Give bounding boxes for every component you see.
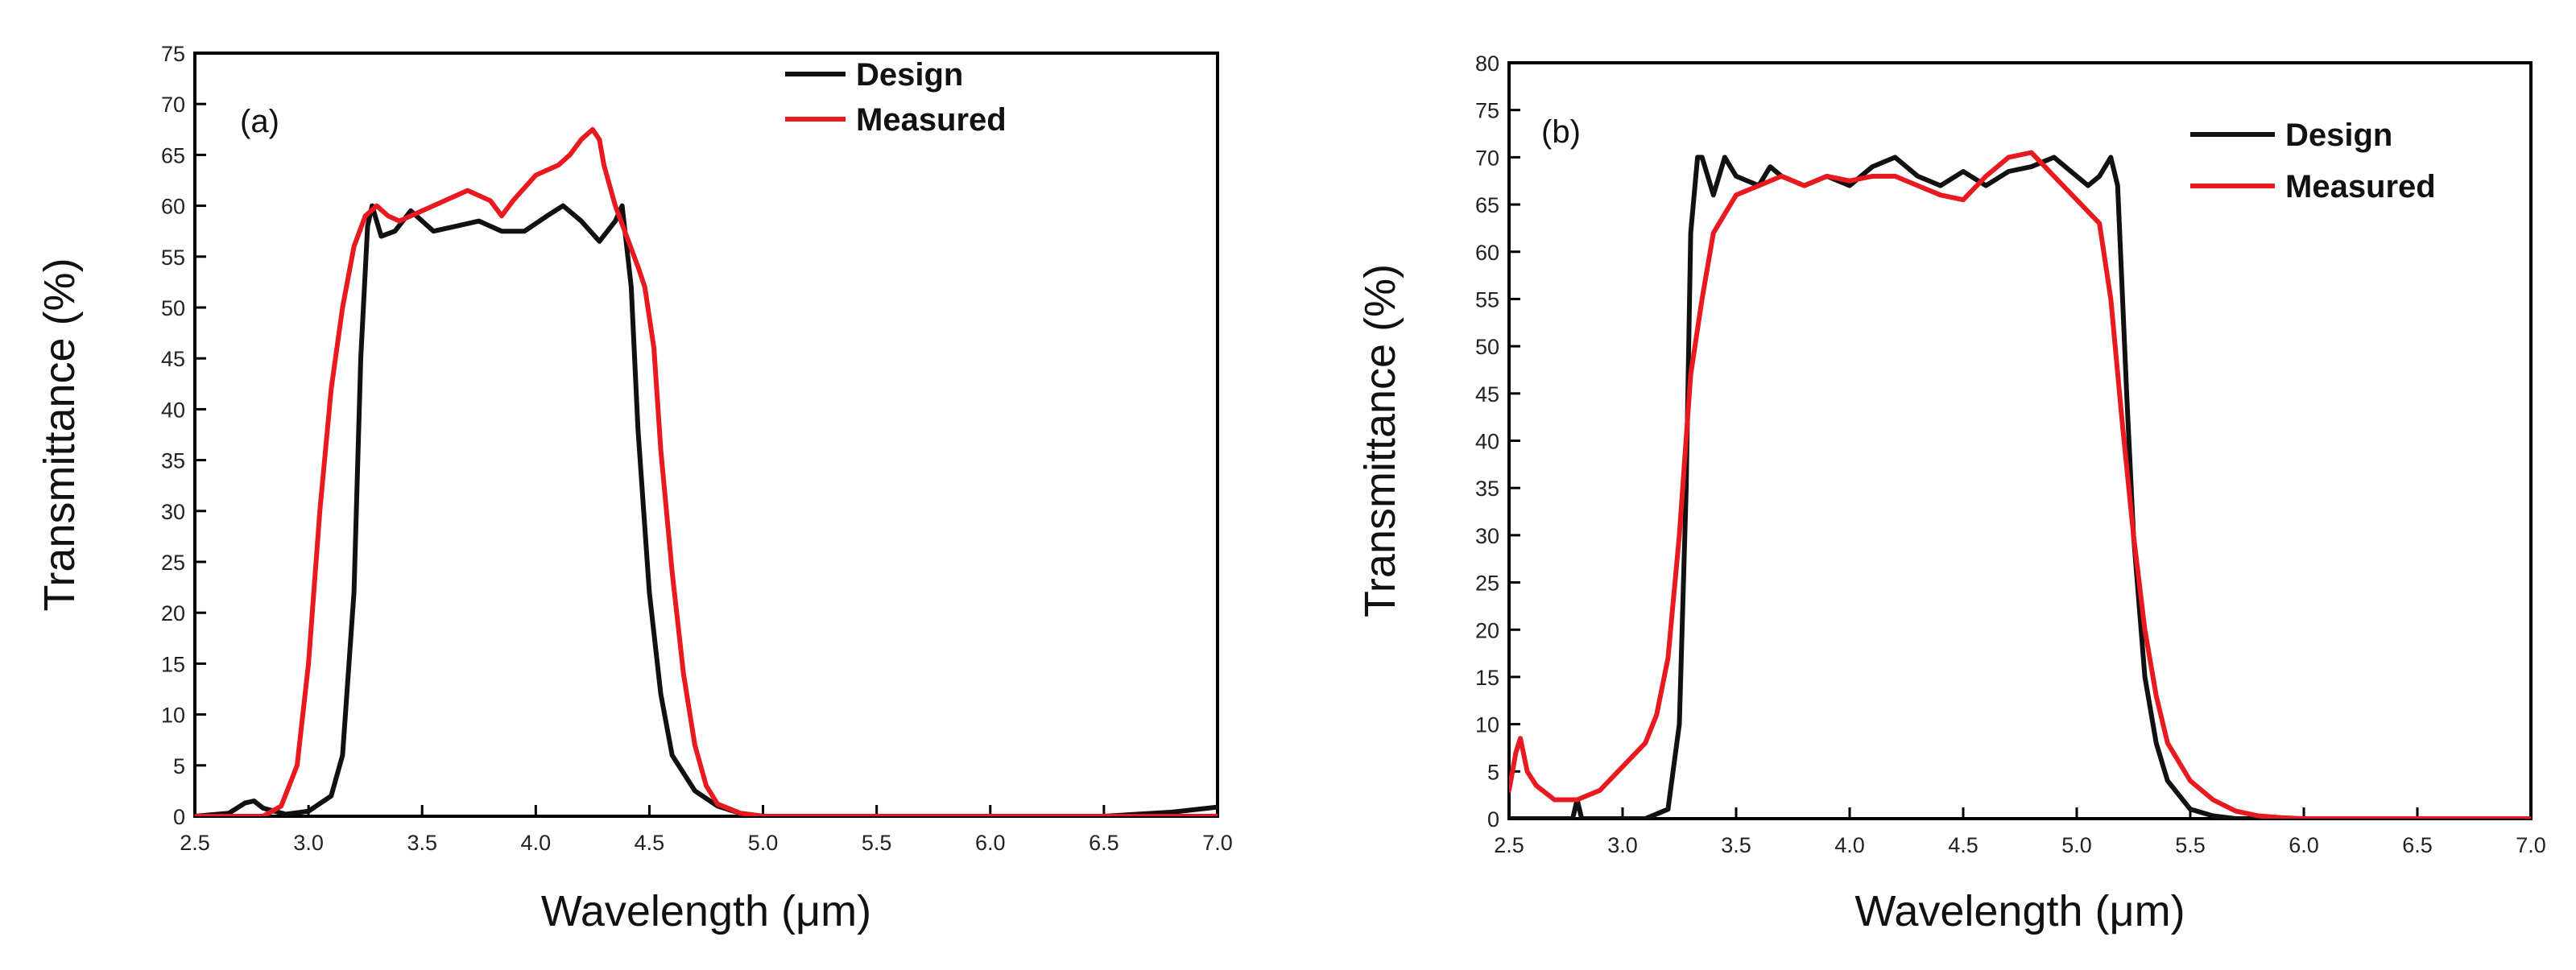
y-tick-label: 35	[1475, 477, 1499, 501]
y-tick-label: 40	[161, 398, 185, 422]
y-tick-label: 60	[1475, 241, 1499, 265]
x-tick-label: 3.0	[1607, 833, 1638, 857]
x-axis-title: Wavelength (μm)	[1854, 887, 2185, 935]
y-tick-label: 45	[1475, 382, 1499, 407]
series-line-measured	[1509, 150, 2531, 819]
y-tick-label: 20	[1475, 618, 1499, 642]
x-tick-label: 7.0	[2516, 833, 2546, 857]
series-line-design	[1509, 155, 2531, 819]
y-tick-label: 25	[161, 551, 185, 575]
y-tick-label: 70	[1475, 146, 1499, 170]
x-tick-label: 6.5	[1089, 831, 1119, 855]
plot-frame	[193, 52, 1219, 818]
x-tick-label: 7.0	[1202, 831, 1233, 855]
y-tick-label: 40	[1475, 430, 1499, 454]
legend-label-design: Design	[2285, 118, 2392, 153]
chart-panel-a: 2.5 3.0 3.5 4.0 4.5 5.0 5.5 6.0 6.5 7.0 0 5 10 15 20 25…	[35, 42, 1233, 935]
x-tick-label: 3.5	[407, 831, 437, 855]
x-axis-title: Wavelength (μm)	[541, 887, 871, 935]
panel-label: (b)	[1541, 114, 1581, 150]
x-tick-label: 3.0	[293, 831, 324, 855]
y-tick-label: 75	[1475, 99, 1499, 123]
y-tick-label: 25	[1475, 572, 1499, 596]
x-tick-label: 3.5	[1721, 833, 1751, 857]
y-tick-label: 45	[161, 347, 185, 371]
y-tick-label: 5	[1487, 760, 1499, 784]
y-tick-label: 55	[161, 246, 185, 270]
y-tick-label: 10	[161, 704, 185, 728]
y-tick-label: 0	[173, 805, 185, 829]
y-tick-label: 60	[161, 195, 185, 219]
y-tick-label: 20	[161, 601, 185, 625]
y-tick-label: 50	[1475, 335, 1499, 359]
series-line-design	[195, 203, 1218, 816]
y-tick-label: 70	[161, 93, 185, 117]
y-tick-label: 75	[161, 42, 185, 66]
x-tick-label: 5.0	[2061, 833, 2092, 857]
x-tick-label: 4.0	[1834, 833, 1865, 857]
x-tick-label: 4.5	[1948, 833, 1979, 857]
y-tick-label: 30	[1475, 524, 1499, 548]
y-tick-label: 55	[1475, 287, 1499, 312]
y-tick-label: 80	[1475, 52, 1499, 76]
legend-label-measured: Measured	[856, 102, 1007, 138]
y-axis-title: Transmittance (%)	[1356, 264, 1404, 617]
chart-panel-b: 2.5 3.0 3.5 4.0 4.5 5.0 5.5 6.0 6.5 7.0 0 5 10 15 20 25…	[1356, 52, 2546, 935]
x-tick-label: 4.0	[521, 831, 552, 855]
y-tick-label: 15	[161, 652, 185, 676]
x-tick-label: 5.5	[2175, 833, 2206, 857]
series-line-measured	[195, 126, 1218, 816]
y-tick-label: 5	[173, 754, 185, 778]
x-tick-label: 6.0	[2289, 833, 2319, 857]
y-tick-label: 50	[161, 296, 185, 320]
x-tick-label: 6.0	[975, 831, 1006, 855]
y-tick-label: 15	[1475, 666, 1499, 690]
panel-label: (a)	[240, 104, 279, 139]
legend-label-design: Design	[856, 57, 963, 93]
y-tick-label: 30	[161, 500, 185, 524]
y-tick-label: 10	[1475, 713, 1499, 737]
x-tick-label: 5.0	[748, 831, 779, 855]
y-tick-label: 65	[1475, 193, 1499, 217]
x-tick-label: 4.5	[635, 831, 665, 855]
y-tick-label: 35	[161, 449, 185, 473]
x-tick-label: 2.5	[1494, 833, 1524, 857]
legend-label-measured: Measured	[2285, 169, 2436, 204]
y-tick-label: 65	[161, 143, 185, 167]
y-tick-label: 0	[1487, 807, 1499, 832]
x-tick-label: 2.5	[180, 831, 210, 855]
y-axis-title: Transmittance (%)	[35, 258, 84, 611]
x-tick-label: 6.5	[2402, 833, 2433, 857]
x-tick-label: 5.5	[862, 831, 892, 855]
